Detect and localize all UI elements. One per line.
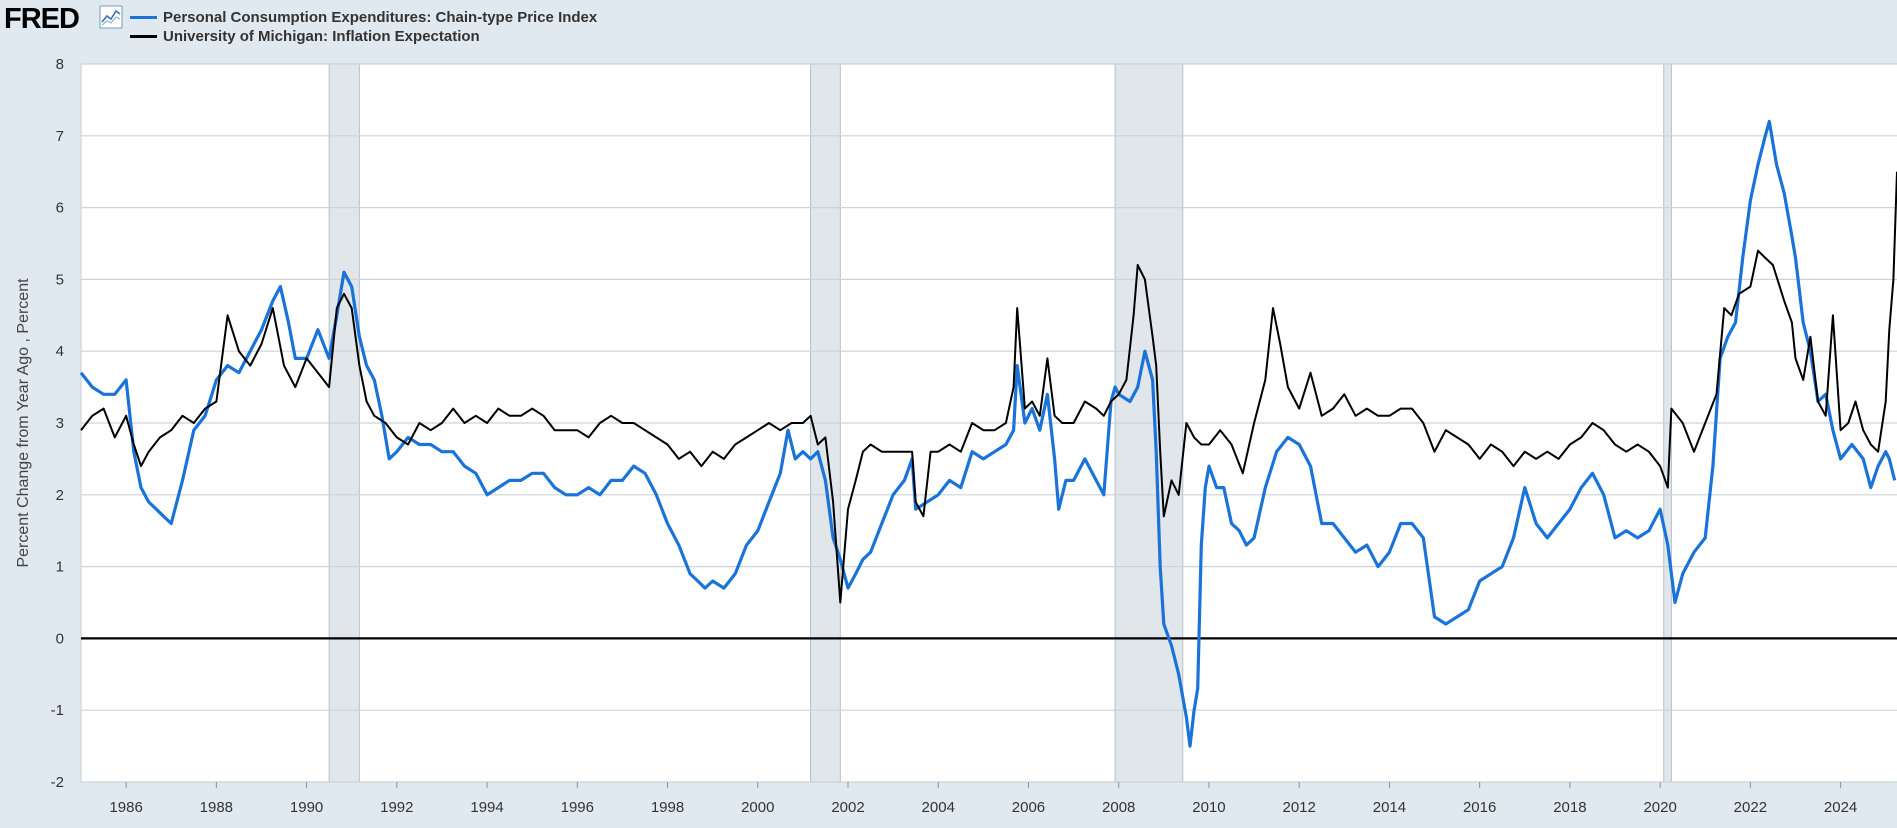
- x-tick-label: 1986: [109, 799, 142, 816]
- y-tick-label: 0: [56, 630, 64, 647]
- x-axis-ticks: 1986 1988 1990 1992 1994 1996 1998 2000 2002 2004…: [109, 782, 1857, 816]
- legend-swatch-umich: [130, 34, 157, 38]
- x-tick-label: 2014: [1373, 799, 1406, 816]
- x-tick-label: 1992: [380, 799, 413, 816]
- y-tick-label: 7: [56, 128, 64, 145]
- legend-item-umich[interactable]: University of Michigan: Inflation Expect…: [130, 27, 480, 45]
- y-tick-label: 5: [56, 271, 64, 288]
- y-tick-label: 1: [56, 559, 64, 576]
- x-tick-label: 1988: [200, 799, 233, 816]
- line-chart-icon: [99, 5, 123, 29]
- x-tick-label: 1994: [470, 799, 503, 816]
- legend-label-pce: Personal Consumption Expenditures: Chain…: [163, 8, 598, 26]
- x-tick-label: 1990: [290, 799, 323, 816]
- x-tick-label: 2016: [1463, 799, 1496, 816]
- x-tick-label: 2018: [1553, 799, 1586, 816]
- x-tick-label: 2020: [1643, 799, 1676, 816]
- x-tick-label: 2010: [1192, 799, 1225, 816]
- legend-swatch-pce: [130, 15, 157, 19]
- y-tick-label: -2: [51, 774, 64, 791]
- y-axis-label: Percent Change from Year Ago , Percent: [15, 278, 32, 568]
- y-tick-label: 6: [56, 200, 64, 217]
- x-tick-label: 2006: [1012, 799, 1045, 816]
- x-tick-label: 2002: [831, 799, 864, 816]
- x-tick-label: 1998: [651, 799, 684, 816]
- y-tick-label: -1: [51, 702, 64, 719]
- x-tick-label: 2022: [1734, 799, 1767, 816]
- x-tick-label: 2024: [1824, 799, 1857, 816]
- series-line-umich[interactable]: [80, 171, 1897, 604]
- x-tick-label: 2004: [922, 799, 955, 816]
- legend-label-umich: University of Michigan: Inflation Expect…: [163, 27, 480, 45]
- x-tick-label: 2000: [741, 799, 774, 816]
- y-tick-label: 2: [56, 487, 64, 504]
- series-line-pce[interactable]: [79, 119, 1897, 748]
- series-lines[interactable]: [79, 119, 1897, 748]
- x-tick-label: 2012: [1282, 799, 1315, 816]
- x-tick-label: 1996: [561, 799, 594, 816]
- grid-lines: [80, 63, 1897, 783]
- y-axis-ticks: -2 -1 0 1 2 3 4 5 6 7 8: [51, 56, 64, 791]
- fred-logo[interactable]: FRED: [4, 3, 80, 35]
- legend-item-pce[interactable]: Personal Consumption Expenditures: Chain…: [130, 8, 597, 26]
- x-tick-label: 2008: [1102, 799, 1135, 816]
- chart-header: FRED Personal Consumption Expenditures: …: [0, 0, 1897, 50]
- y-tick-label: 4: [56, 343, 64, 360]
- y-tick-label: 3: [56, 415, 64, 432]
- y-tick-label: 8: [56, 56, 64, 73]
